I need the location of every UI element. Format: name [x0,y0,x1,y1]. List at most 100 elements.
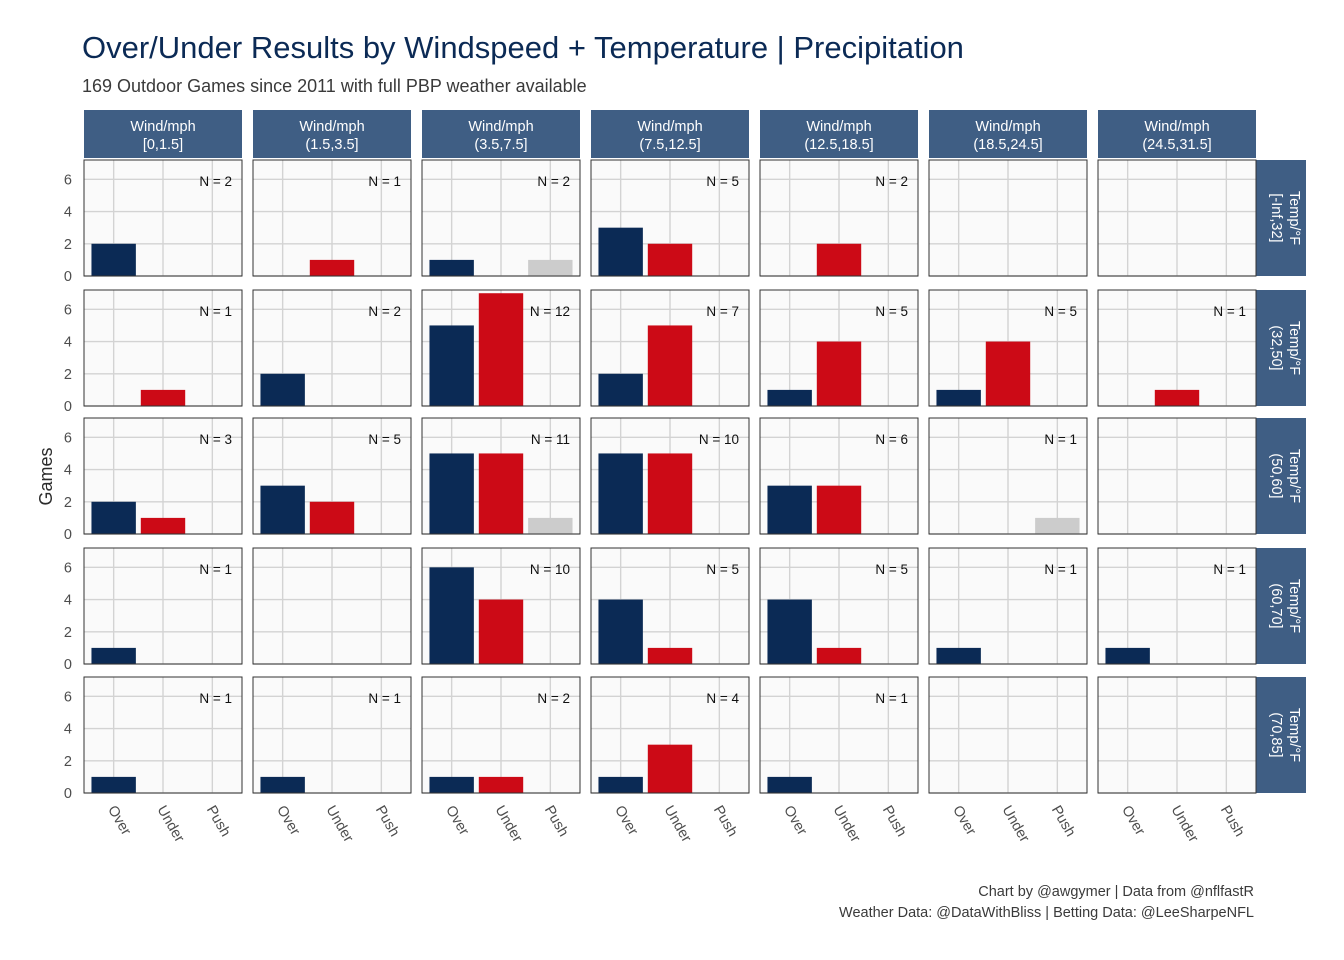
n-label: N = 2 [537,691,570,706]
bar-under [1154,389,1200,406]
wind-strip-bin: (7.5,12.5] [639,137,700,153]
x-tick-label: Under [323,803,357,845]
wind-strip-label: Wind/mph [1144,119,1209,135]
bar-under [647,325,693,406]
x-tick-label: Push [1048,803,1078,840]
temp-strip-label: Temp/°F [1286,449,1302,503]
bar-over [598,599,643,664]
panel-border [928,159,1088,277]
n-label: N = 1 [1044,562,1077,577]
x-tick-label: Under [830,803,864,845]
panel-border [759,417,919,535]
chart-subtitle: 169 Outdoor Games since 2011 with full P… [82,76,587,96]
wind-strip-label: Wind/mph [975,119,1040,135]
n-label: N = 4 [706,691,739,706]
n-label: N = 6 [875,432,908,447]
wind-strip-bin: [0,1.5] [143,137,183,153]
n-label: N = 2 [875,174,908,189]
chart-title: Over/Under Results by Windspeed + Temper… [82,30,964,65]
y-tick-label: 4 [64,593,72,609]
y-tick-label: 0 [64,399,72,415]
y-axis-title: Games [36,447,56,505]
bar-over [767,776,812,793]
x-tick-label: Over [1118,803,1148,838]
panel-border [759,676,919,794]
bar-push [528,517,573,534]
panel-border [252,417,412,535]
bar-over [91,243,136,276]
bar-over [91,501,136,534]
n-label: N = 5 [706,562,739,577]
bar-over [260,373,305,406]
n-label: N = 3 [199,432,232,447]
bar-over [936,389,981,406]
bar-under [140,389,186,406]
bar-over [936,647,981,664]
temp-strip-bin: (70,85] [1268,712,1284,757]
panel-border [83,676,243,794]
bar-over [767,389,812,406]
wind-strip-label: Wind/mph [637,119,702,135]
bar-over [91,776,136,793]
bar-under [478,453,524,534]
x-tick-label: Under [492,803,526,845]
panel-border [1097,159,1257,277]
panel-border [928,417,1088,535]
panel-border [1097,547,1257,665]
y-tick-label: 2 [64,237,72,253]
y-tick-label: 4 [64,722,72,738]
panel-border [928,547,1088,665]
x-tick-label: Under [661,803,695,845]
x-tick-label: Push [372,803,402,840]
bar-under [647,453,693,534]
n-label: N = 5 [1044,304,1077,319]
temp-strip-bin: (50,60] [1268,453,1284,498]
x-tick-label: Over [611,803,641,838]
bar-over [429,259,474,276]
panel-border [1097,417,1257,535]
panel-border [590,159,750,277]
x-tick-label: Push [541,803,571,840]
panel-border [421,547,581,665]
panel-border [590,676,750,794]
wind-strip [253,110,411,158]
panel-border [1097,289,1257,407]
panel-border [252,676,412,794]
panel-border [83,547,243,665]
panel-border [83,159,243,277]
wind-strip [422,110,580,158]
x-tick-label: Push [879,803,909,840]
n-label: N = 5 [706,174,739,189]
x-tick-label: Under [1168,803,1202,845]
bar-over [1105,647,1150,664]
wind-strip-bin: (12.5,18.5] [804,137,873,153]
n-label: N = 10 [699,432,739,447]
bar-under [309,259,355,276]
bar-over [598,776,643,793]
x-tick-label: Push [1217,803,1247,840]
x-tick-label: Over [273,803,303,838]
panel-border [421,676,581,794]
bar-push [1035,517,1080,534]
x-tick-label: Over [949,803,979,838]
wind-strip-label: Wind/mph [299,119,364,135]
n-label: N = 12 [530,304,570,319]
n-label: N = 1 [368,174,401,189]
temp-strip-label: Temp/°F [1286,191,1302,245]
bar-over [429,567,474,664]
y-tick-label: 0 [64,786,72,802]
panel-border [928,289,1088,407]
bar-over [598,453,643,534]
y-tick-label: 2 [64,625,72,641]
n-label: N = 1 [1213,304,1246,319]
panel-border [1097,676,1257,794]
bar-over [767,599,812,664]
bar-over [598,227,643,276]
n-label: N = 1 [875,691,908,706]
temp-strip [1256,548,1306,664]
caption-sources: Weather Data: @DataWithBliss | Betting D… [839,905,1254,921]
panel-border [590,417,750,535]
panel-border [421,159,581,277]
bar-under [816,243,862,276]
